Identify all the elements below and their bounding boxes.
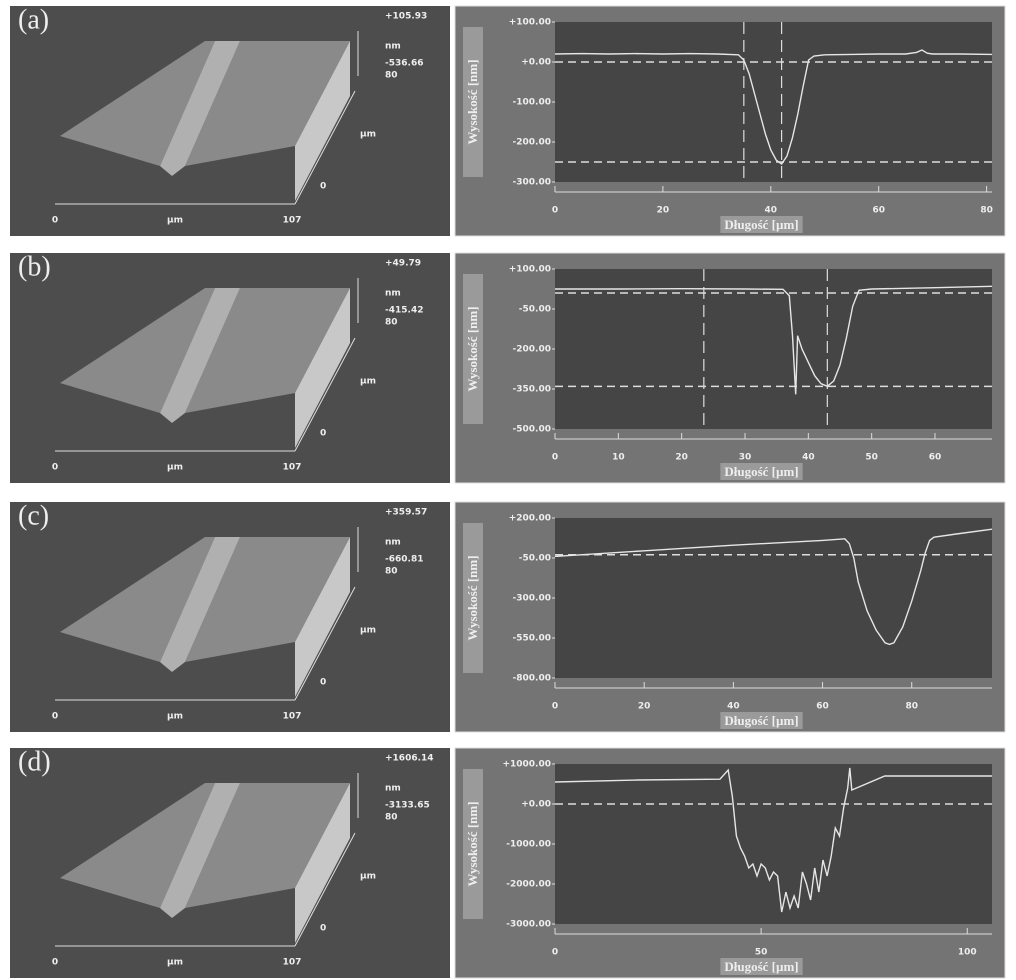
z-max-label: +105.93	[385, 12, 427, 22]
x-tick-label: 60	[872, 206, 885, 216]
x-axis-title: Długość [µm]	[724, 959, 798, 974]
y-tick-label: +1000.00	[502, 760, 551, 770]
y-unit: µm	[360, 377, 376, 387]
x-tick-label: 80	[980, 206, 993, 216]
x-tick-label: 100	[958, 948, 977, 958]
z-min-label: -660.81	[385, 555, 423, 565]
x-tick-label: 20	[638, 702, 651, 712]
y-tick-label: +100.00	[509, 18, 551, 28]
x-tick-label: 0	[552, 206, 558, 216]
y-tick-label: -200.00	[513, 138, 551, 148]
y-axis-title: Wysokość [nm]	[465, 801, 480, 886]
x-unit: µm	[167, 216, 183, 226]
y-tick-label: -300.00	[513, 178, 551, 188]
y-tick-label: -3000.00	[506, 920, 551, 930]
y-tick-label: -1000.00	[506, 840, 551, 850]
y-tick-label: -50.00	[519, 305, 551, 315]
x-axis-title: Długość [µm]	[724, 713, 798, 728]
y-tick-label: -500.00	[513, 425, 551, 435]
x-tick-label: 0	[552, 948, 558, 958]
z-unit: nm	[385, 784, 401, 794]
y-tick-label: -550.00	[513, 634, 551, 644]
y-min-label: 0	[320, 678, 326, 688]
y-max-label: 80	[385, 813, 398, 823]
x-max-label: 107	[283, 958, 302, 968]
x-min-label: 0	[52, 216, 58, 226]
x-tick-label: 50	[755, 948, 768, 958]
x-max-label: 107	[283, 463, 302, 473]
y-axis-title: Wysokość [nm]	[465, 555, 480, 640]
y-max-label: 80	[385, 71, 398, 81]
x-min-label: 0	[52, 712, 58, 722]
plot-area	[555, 518, 992, 678]
x-tick-label: 40	[765, 206, 778, 216]
x-tick-label: 0	[552, 702, 558, 712]
y-unit: µm	[360, 626, 376, 636]
x-tick-label: 60	[816, 702, 829, 712]
y-unit: µm	[360, 872, 376, 882]
y-tick-label: +200.00	[509, 514, 551, 524]
y-tick-label: -800.00	[513, 674, 551, 684]
x-tick-label: 30	[739, 453, 752, 463]
y-tick-label: -100.00	[513, 98, 551, 108]
y-tick-label: +100.00	[509, 265, 551, 275]
z-max-label: +1606.14	[385, 754, 434, 764]
y-tick-label: -2000.00	[506, 880, 551, 890]
x-unit: µm	[167, 463, 183, 473]
x-min-label: 0	[52, 463, 58, 473]
y-tick-label: -350.00	[513, 385, 551, 395]
z-min-label: -415.42	[385, 306, 423, 316]
panel-label: (b)	[18, 251, 51, 282]
y-tick-label: -50.00	[519, 554, 551, 564]
y-axis-title: Wysokość [nm]	[465, 306, 480, 391]
z-min-label: -3133.65	[385, 801, 430, 811]
x-tick-label: 50	[865, 453, 878, 463]
x-tick-label: 40	[802, 453, 815, 463]
plot-area	[555, 764, 992, 924]
x-tick-label: 10	[612, 453, 625, 463]
x-unit: µm	[167, 958, 183, 968]
x-tick-label: 20	[657, 206, 670, 216]
x-tick-label: 0	[552, 453, 558, 463]
panel-label: (a)	[18, 4, 49, 35]
z-unit: nm	[385, 42, 401, 52]
y-max-label: 80	[385, 567, 398, 577]
y-axis-title: Wysokość [nm]	[465, 59, 480, 144]
z-max-label: +359.57	[385, 508, 427, 518]
y-min-label: 0	[320, 182, 326, 192]
y-tick-label: -300.00	[513, 594, 551, 604]
plot-area	[555, 22, 992, 182]
panel-label: (c)	[18, 500, 49, 531]
x-tick-label: 20	[675, 453, 688, 463]
z-min-label: -536.66	[385, 59, 423, 69]
x-unit: µm	[167, 712, 183, 722]
x-tick-label: 40	[727, 702, 740, 712]
x-max-label: 107	[283, 712, 302, 722]
x-max-label: 107	[283, 216, 302, 226]
x-min-label: 0	[52, 958, 58, 968]
z-unit: nm	[385, 538, 401, 548]
x-tick-label: 60	[929, 453, 942, 463]
y-tick-label: +0.00	[521, 800, 551, 810]
y-max-label: 80	[385, 318, 398, 328]
z-unit: nm	[385, 289, 401, 299]
figure: (a) +105.93 nm -536.66 80 µm 0 0 µm 107 (b) +49.79 n…	[0, 0, 1016, 980]
z-max-label: +49.79	[385, 259, 421, 269]
x-axis-title: Długość [µm]	[724, 464, 798, 479]
x-axis-title: Długość [µm]	[724, 217, 798, 232]
y-unit: µm	[360, 130, 376, 140]
y-min-label: 0	[320, 429, 326, 439]
y-tick-label: -200.00	[513, 345, 551, 355]
y-tick-label: +0.00	[521, 58, 551, 68]
y-min-label: 0	[320, 924, 326, 934]
panel-label: (d)	[18, 746, 51, 777]
x-tick-label: 80	[905, 702, 918, 712]
